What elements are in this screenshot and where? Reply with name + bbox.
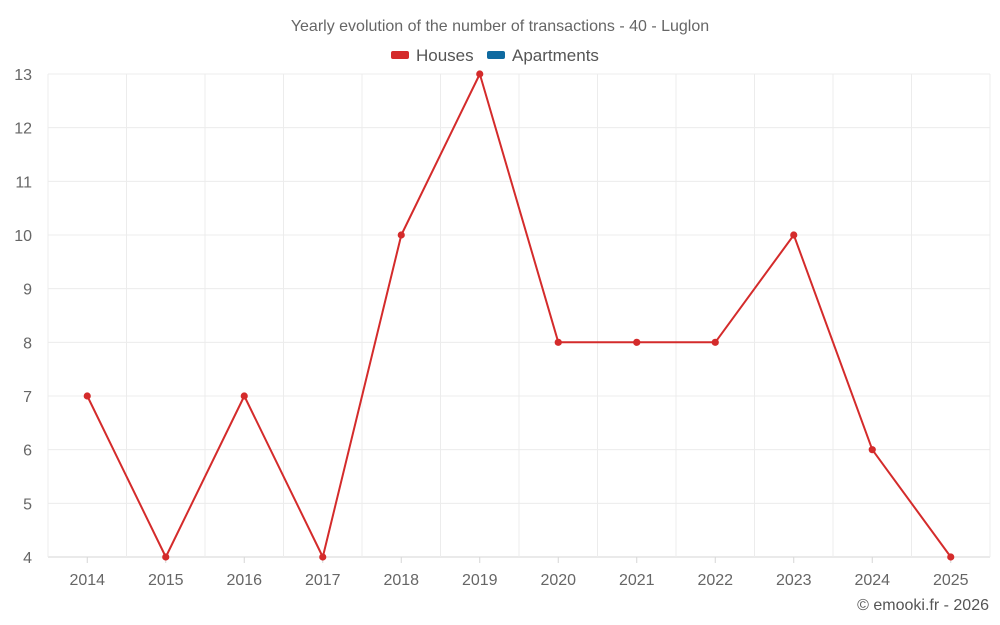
x-tick-label: 2021 bbox=[619, 572, 655, 589]
legend-label-houses: Houses bbox=[416, 46, 474, 65]
data-point-houses[interactable] bbox=[397, 231, 405, 239]
chart-title: Yearly evolution of the number of transa… bbox=[291, 18, 709, 35]
x-tick-label: 2014 bbox=[69, 572, 105, 589]
x-tick-label: 2017 bbox=[305, 572, 341, 589]
y-tick-label: 4 bbox=[23, 550, 32, 567]
data-point-houses[interactable] bbox=[319, 553, 327, 561]
x-tick-label: 2023 bbox=[776, 572, 812, 589]
y-tick-label: 11 bbox=[15, 174, 32, 191]
data-point-houses[interactable] bbox=[476, 70, 484, 78]
x-tick-label: 2025 bbox=[933, 572, 969, 589]
y-tick-label: 8 bbox=[23, 335, 32, 352]
data-point-houses[interactable] bbox=[633, 338, 641, 346]
legend-item-apartments[interactable]: Apartments bbox=[487, 46, 599, 65]
legend-item-houses[interactable]: Houses bbox=[391, 46, 474, 65]
y-tick-label: 5 bbox=[23, 496, 32, 513]
y-tick-label: 10 bbox=[14, 228, 32, 245]
x-tick-label: 2019 bbox=[462, 572, 498, 589]
legend-swatch-houses bbox=[391, 51, 409, 59]
x-tick-label: 2015 bbox=[148, 572, 184, 589]
series-houses bbox=[83, 70, 955, 561]
y-tick-label: 6 bbox=[23, 443, 32, 460]
legend: Houses Apartments bbox=[391, 46, 599, 65]
x-axis-ticks: 2014 2015 2016 2017 2018 2019 2020 2021 2022 2023… bbox=[69, 557, 969, 589]
y-tick-label: 7 bbox=[23, 389, 32, 406]
x-tick-label: 2016 bbox=[226, 572, 262, 589]
y-axis-ticks: 4 5 6 7 8 9 10 11 12 13 bbox=[14, 67, 32, 567]
data-point-houses[interactable] bbox=[240, 392, 248, 400]
data-point-houses[interactable] bbox=[162, 553, 170, 561]
data-point-houses[interactable] bbox=[868, 446, 876, 454]
x-tick-label: 2022 bbox=[697, 572, 733, 589]
legend-label-apartments: Apartments bbox=[512, 46, 599, 65]
data-point-houses[interactable] bbox=[790, 231, 798, 239]
credit: © emooki.fr - 2026 bbox=[857, 597, 989, 614]
data-point-houses[interactable] bbox=[711, 338, 719, 346]
data-point-houses[interactable] bbox=[83, 392, 91, 400]
data-point-houses[interactable] bbox=[554, 338, 562, 346]
x-tick-label: 2024 bbox=[854, 572, 890, 589]
grid bbox=[47, 73, 991, 558]
x-tick-label: 2020 bbox=[540, 572, 576, 589]
data-point-houses[interactable] bbox=[947, 553, 955, 561]
x-tick-label: 2018 bbox=[383, 572, 419, 589]
legend-swatch-apartments bbox=[487, 51, 505, 59]
y-tick-label: 9 bbox=[23, 282, 32, 299]
y-tick-label: 12 bbox=[14, 121, 32, 138]
series-line-houses bbox=[86, 73, 952, 558]
y-tick-label: 13 bbox=[14, 67, 32, 84]
